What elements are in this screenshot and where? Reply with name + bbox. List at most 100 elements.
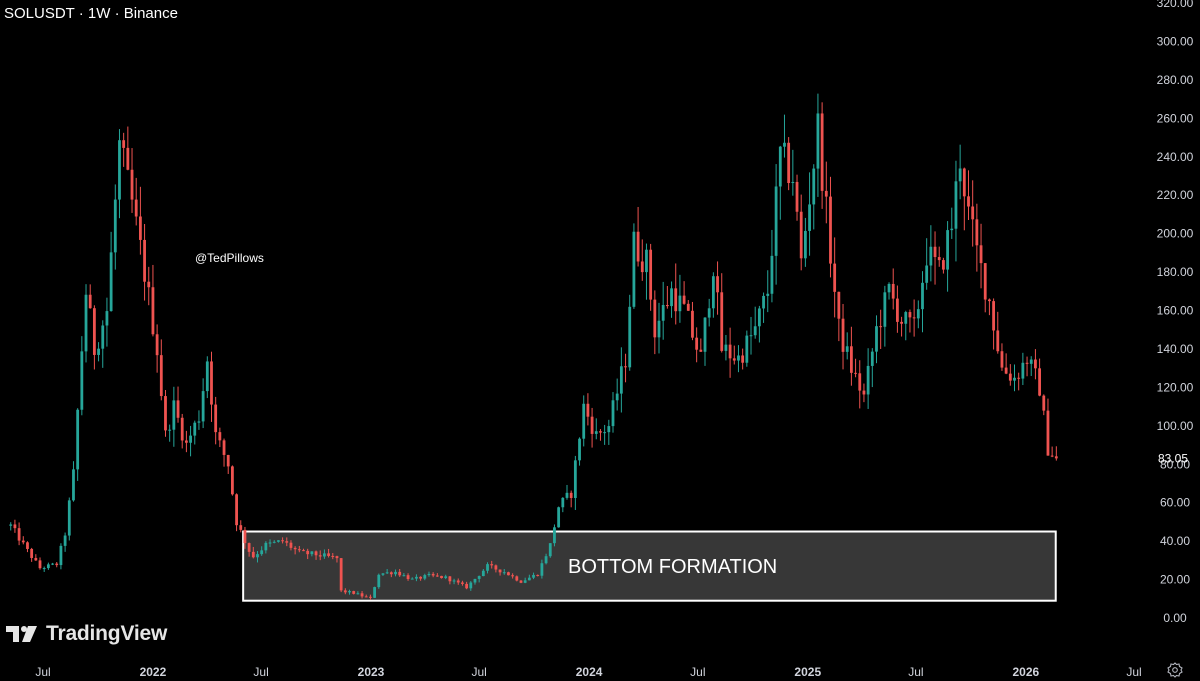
y-tick-label: 240.00 bbox=[1157, 150, 1194, 164]
candle-body bbox=[373, 587, 377, 598]
candle-body bbox=[778, 146, 782, 187]
y-tick-label: 20.00 bbox=[1160, 573, 1190, 587]
bottom-formation-zone[interactable] bbox=[242, 530, 1057, 602]
candle-body bbox=[264, 542, 268, 551]
y-tick-label: 220.00 bbox=[1157, 188, 1194, 202]
candle-body bbox=[486, 564, 489, 571]
candle-body bbox=[448, 576, 452, 582]
candle-body bbox=[523, 580, 527, 583]
candle-body bbox=[226, 454, 230, 467]
candle-body bbox=[293, 547, 297, 550]
candle-body bbox=[1017, 377, 1021, 379]
candle-body bbox=[88, 294, 92, 309]
candle-body bbox=[310, 551, 314, 555]
candle-body bbox=[80, 351, 84, 410]
candle-body bbox=[1013, 377, 1016, 381]
candle-body bbox=[820, 113, 824, 191]
candle-body bbox=[277, 540, 280, 542]
candle-body bbox=[724, 344, 728, 351]
candle-body bbox=[895, 298, 899, 322]
candle-body bbox=[231, 466, 234, 495]
candle-body bbox=[197, 421, 201, 423]
x-tick-label: 2022 bbox=[140, 665, 167, 679]
x-tick-label: Jul bbox=[690, 665, 705, 679]
candle-body bbox=[1054, 456, 1058, 459]
candle-body bbox=[875, 326, 878, 352]
candle-body bbox=[118, 140, 121, 200]
candle-body bbox=[473, 578, 477, 583]
candle-body bbox=[979, 245, 983, 264]
y-tick-label: 40.00 bbox=[1160, 534, 1190, 548]
candle-body bbox=[452, 580, 456, 582]
candle-body bbox=[419, 576, 423, 579]
candle-body bbox=[803, 230, 807, 259]
y-tick-label: 140.00 bbox=[1157, 342, 1194, 356]
tradingview-logo-icon bbox=[6, 626, 37, 642]
candle-body bbox=[695, 337, 699, 350]
candle-body bbox=[164, 396, 167, 431]
candle-body bbox=[76, 409, 80, 470]
candle-body bbox=[369, 596, 372, 598]
candle-body bbox=[540, 563, 544, 576]
candle-body bbox=[1021, 362, 1025, 379]
x-axis: Jul 2022 Jul 2023 Jul 2024 Jul 2025 Jul 2026 Jul bbox=[35, 665, 1141, 679]
candle-body bbox=[318, 555, 322, 557]
author-watermark: @TedPillows bbox=[195, 251, 264, 265]
candle-body bbox=[243, 529, 247, 544]
candle-body bbox=[766, 293, 770, 296]
candle-body bbox=[1042, 395, 1046, 411]
candle-body bbox=[649, 249, 653, 300]
candle-body bbox=[51, 563, 54, 565]
chart-title: SOLUSDT · 1W · Binance bbox=[4, 5, 178, 22]
candle-body bbox=[394, 571, 397, 575]
candle-body bbox=[147, 281, 151, 288]
candle-body bbox=[507, 572, 510, 576]
candle-body bbox=[619, 366, 623, 394]
candle-body bbox=[498, 569, 502, 573]
candle-body bbox=[586, 403, 590, 417]
candle-body bbox=[289, 542, 293, 548]
candle-body bbox=[728, 344, 732, 359]
candle-body bbox=[770, 255, 774, 294]
candle-layer bbox=[9, 93, 1058, 600]
tradingview-logo[interactable]: TradingView bbox=[6, 622, 167, 646]
candle-body bbox=[143, 239, 146, 282]
candle-body bbox=[331, 555, 335, 557]
candle-body bbox=[1008, 373, 1012, 381]
candle-body bbox=[502, 572, 506, 574]
gear-icon[interactable] bbox=[1167, 662, 1183, 678]
candle-body bbox=[21, 540, 25, 543]
candle-body bbox=[26, 542, 29, 549]
candle-body bbox=[205, 361, 209, 392]
candle-body bbox=[302, 550, 305, 552]
candle-body bbox=[665, 305, 669, 307]
candle-body bbox=[172, 400, 176, 430]
candle-body bbox=[410, 578, 414, 580]
candle-body bbox=[544, 556, 548, 564]
candle-body bbox=[260, 550, 264, 555]
candle-body bbox=[845, 346, 849, 352]
candle-body bbox=[13, 524, 17, 529]
candle-body bbox=[55, 563, 59, 566]
candle-body bbox=[988, 299, 991, 302]
candle-body bbox=[109, 252, 113, 312]
candle-body bbox=[323, 553, 326, 557]
candle-body bbox=[883, 292, 887, 327]
candle-body bbox=[398, 571, 402, 576]
candle-body bbox=[594, 431, 598, 434]
x-tick-label: Jul bbox=[471, 665, 486, 679]
y-tick-label: 120.00 bbox=[1157, 380, 1194, 394]
candle-body bbox=[946, 230, 949, 270]
candle-body bbox=[159, 355, 163, 397]
candle-body bbox=[256, 554, 259, 558]
candle-body bbox=[138, 216, 142, 240]
candle-body bbox=[707, 308, 711, 318]
candle-body bbox=[348, 591, 351, 593]
y-tick-label: 260.00 bbox=[1157, 111, 1194, 125]
candle-body bbox=[912, 317, 916, 319]
candle-body bbox=[1000, 351, 1004, 368]
candle-body bbox=[937, 257, 941, 261]
candle-body bbox=[958, 168, 962, 182]
